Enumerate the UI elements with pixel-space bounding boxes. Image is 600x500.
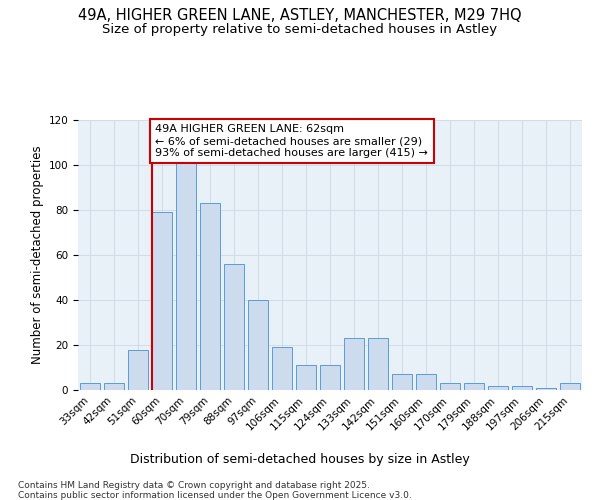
Bar xyxy=(200,203,220,390)
Text: Distribution of semi-detached houses by size in Astley: Distribution of semi-detached houses by … xyxy=(130,452,470,466)
Bar xyxy=(464,383,484,390)
Text: 49A, HIGHER GREEN LANE, ASTLEY, MANCHESTER, M29 7HQ: 49A, HIGHER GREEN LANE, ASTLEY, MANCHEST… xyxy=(78,8,522,22)
Bar xyxy=(536,388,556,390)
Bar xyxy=(224,264,244,390)
Bar xyxy=(344,338,364,390)
Bar xyxy=(248,300,268,390)
Bar xyxy=(440,383,460,390)
Bar xyxy=(176,163,196,390)
Bar xyxy=(296,365,316,390)
Text: Size of property relative to semi-detached houses in Astley: Size of property relative to semi-detach… xyxy=(103,22,497,36)
Bar xyxy=(128,350,148,390)
Bar xyxy=(488,386,508,390)
Bar xyxy=(104,383,124,390)
Bar xyxy=(416,374,436,390)
Bar xyxy=(272,347,292,390)
Bar xyxy=(80,383,100,390)
Bar xyxy=(152,212,172,390)
Text: Contains public sector information licensed under the Open Government Licence v3: Contains public sector information licen… xyxy=(18,491,412,500)
Text: Contains HM Land Registry data © Crown copyright and database right 2025.: Contains HM Land Registry data © Crown c… xyxy=(18,481,370,490)
Bar xyxy=(512,386,532,390)
Text: 49A HIGHER GREEN LANE: 62sqm
← 6% of semi-detached houses are smaller (29)
93% o: 49A HIGHER GREEN LANE: 62sqm ← 6% of sem… xyxy=(155,124,428,158)
Bar xyxy=(320,365,340,390)
Bar xyxy=(392,374,412,390)
Y-axis label: Number of semi-detached properties: Number of semi-detached properties xyxy=(31,146,44,364)
Bar xyxy=(368,338,388,390)
Bar xyxy=(560,383,580,390)
